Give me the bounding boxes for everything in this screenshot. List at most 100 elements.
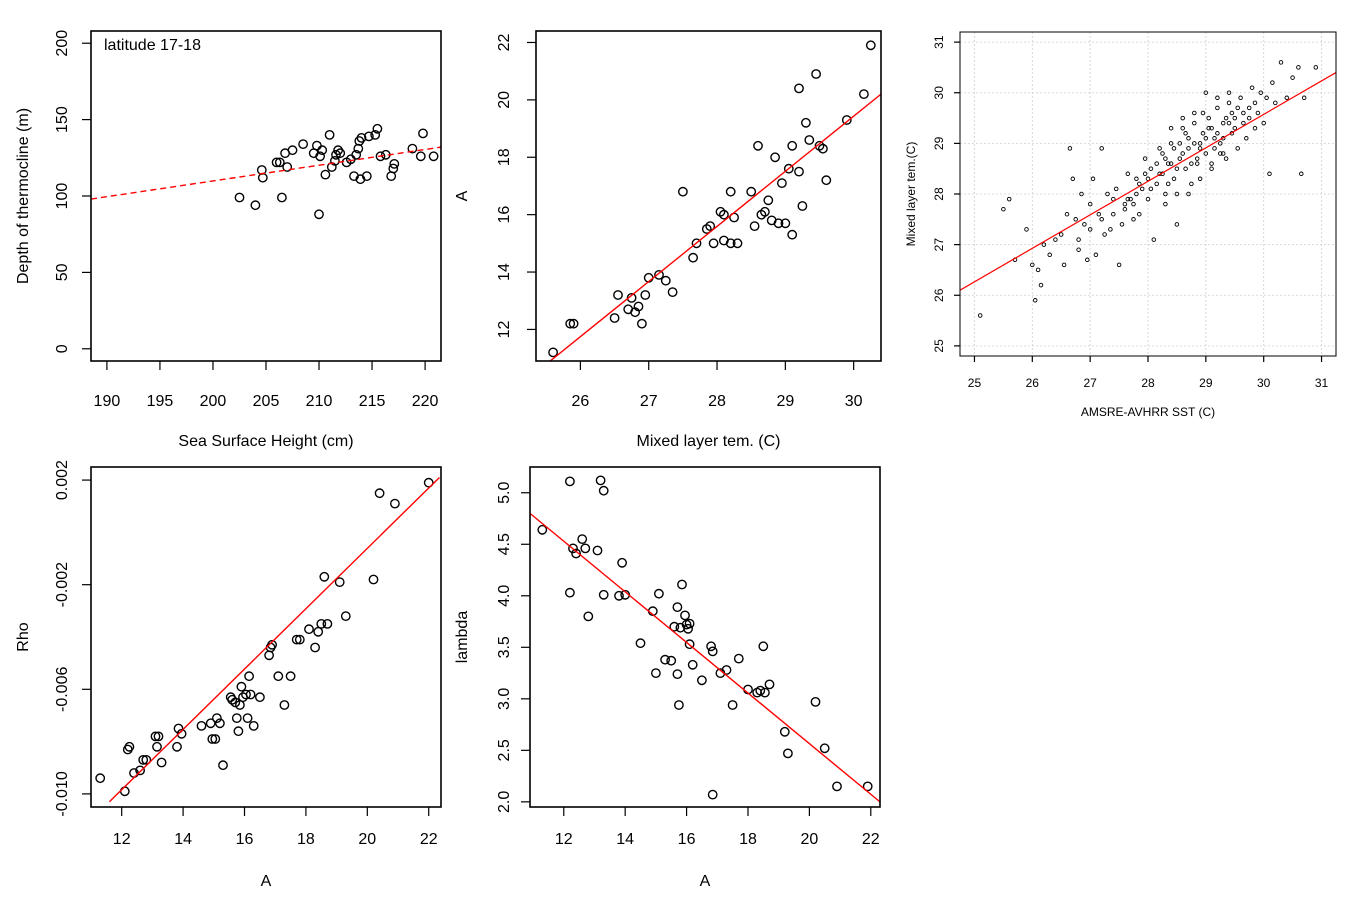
data-point [633,301,644,312]
data-point [654,269,664,280]
data-point [214,718,225,729]
y-tick-label: 14 [496,263,513,281]
data-point [1264,95,1269,101]
data-point [1189,181,1194,187]
data-point [1197,141,1203,146]
data-point [1267,171,1272,177]
x-tick-label: 12 [555,831,573,848]
data-point [1206,125,1211,131]
x-tick-label: 190 [94,393,121,410]
data-point [1061,262,1067,268]
data-point [1165,181,1171,187]
data-point [1284,95,1290,101]
data-point [1241,110,1246,116]
data-point [304,624,314,635]
data-point [368,574,379,585]
data-point [1189,161,1194,166]
data-point [865,40,876,51]
data-point [1087,227,1093,232]
data-point [287,145,298,156]
data-point [1192,141,1197,146]
x-tick-label: 27 [1083,376,1097,390]
data-point [274,157,285,168]
data-point [135,765,146,776]
data-point [1099,217,1104,222]
y-tick-label: 5.0 [496,482,513,504]
data-point [732,238,743,249]
data-point [687,659,698,670]
data-point [1252,125,1258,131]
y-tick-label: 4.0 [496,585,513,607]
data-point [565,587,575,598]
data-point [1183,166,1188,171]
data-point [1142,171,1148,177]
data-point [1163,156,1168,161]
data-point [1177,141,1183,146]
data-point [1093,252,1099,258]
x-tick-label: 195 [147,393,174,410]
y-tick-label: 50 [54,263,71,281]
data-point [152,741,162,752]
data-point [1197,176,1203,182]
x-tick-label: 26 [572,393,590,410]
data-point [119,786,130,797]
data-point [316,619,327,629]
data-point [314,209,324,220]
data-point [1212,136,1217,141]
data-point [1171,176,1177,182]
data-point [331,149,341,160]
data-point [746,186,757,197]
data-point [1186,136,1191,141]
data-point [1082,222,1087,227]
data-point [242,713,253,723]
data-point [361,171,372,182]
data-point [1108,227,1113,232]
data-point [320,169,331,180]
data-point [1180,125,1185,131]
data-point [1139,186,1145,192]
data-point [1238,95,1243,101]
data-point [1087,201,1093,207]
data-point [598,485,609,496]
data-point [708,238,719,249]
data-point [801,117,811,128]
data-point [1226,100,1232,106]
data-point [1249,85,1255,90]
data-point [1079,191,1084,197]
plot-frame [90,30,442,362]
data-point [568,318,579,329]
data-point [672,602,683,612]
data-point [138,755,149,765]
data-point [1116,262,1122,268]
data-point [1085,257,1090,263]
data-point [1064,211,1070,217]
data-point [276,192,287,203]
y-tick-label: 29 [932,136,946,150]
x-tick-label: 18 [297,831,315,848]
data-point [1220,151,1226,156]
data-point [1220,120,1226,126]
data-point [583,611,594,622]
data-point [1111,211,1116,217]
data-point [313,626,324,637]
data-point [1154,181,1159,187]
data-point [1073,217,1078,222]
data-point [1203,90,1209,95]
y-tick-label: -0.002 [54,562,71,607]
data-point [428,151,439,162]
data-point [592,545,603,556]
data-point [707,789,718,800]
data-point [691,238,702,249]
y-tick-label: 25 [932,339,946,353]
x-tick-label: 215 [359,393,386,410]
data-point [1212,146,1217,151]
data-point [1122,201,1128,207]
data-point [1296,65,1301,70]
y-tick-label: 27 [932,238,946,252]
data-point [264,650,274,661]
data-point [651,668,661,678]
data-point [1001,206,1006,212]
data-point [1030,262,1035,268]
y-tick-label: 20 [496,91,513,109]
data-point [205,718,216,729]
